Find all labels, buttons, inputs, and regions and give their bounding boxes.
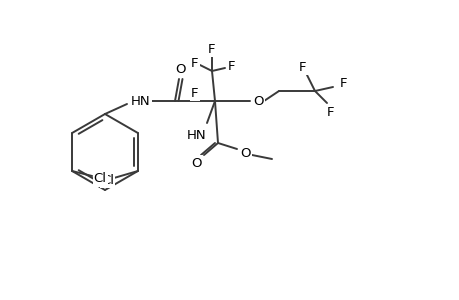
Text: F: F: [326, 106, 334, 118]
Text: F: F: [228, 59, 235, 73]
Text: O: O: [240, 146, 251, 160]
Text: F: F: [191, 86, 198, 100]
Text: Cl: Cl: [93, 172, 106, 185]
Text: Cl: Cl: [101, 173, 114, 187]
Text: O: O: [253, 94, 263, 107]
Text: F: F: [299, 61, 306, 74]
Text: HN: HN: [187, 128, 207, 142]
Text: F: F: [208, 43, 215, 56]
Text: O: O: [175, 62, 186, 76]
Text: HN: HN: [131, 94, 151, 107]
Text: O: O: [191, 157, 202, 169]
Text: F: F: [191, 56, 198, 70]
Text: F: F: [340, 76, 347, 89]
